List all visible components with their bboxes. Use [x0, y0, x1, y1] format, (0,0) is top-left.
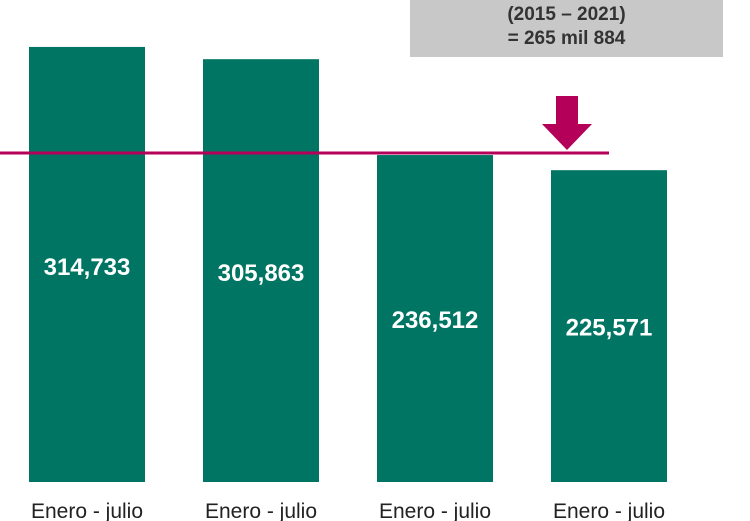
annotation-period: (2015 – 2021) — [507, 4, 626, 25]
average-annotation-box: (2015 – 2021) = 265 mil 884 — [410, 0, 723, 57]
category-label-2: Enero - julio — [205, 500, 317, 521]
bar-value-label-2: 305,863 — [218, 260, 305, 287]
bar-value-label-4: 225,571 — [566, 315, 653, 342]
reference-line-group — [0, 96, 609, 155]
down-arrow-icon — [542, 96, 592, 150]
annotation-value: = 265 mil 884 — [507, 28, 626, 49]
bar-value-label-1: 314,733 — [44, 254, 131, 281]
category-labels-group: Enero - julio Enero - julio Enero - julio E… — [31, 500, 665, 521]
bar-2 — [203, 59, 319, 482]
category-label-4: Enero - julio — [553, 500, 665, 521]
bar-4 — [551, 170, 667, 482]
bar-value-label-3: 236,512 — [392, 307, 479, 334]
bar-1 — [29, 46, 145, 482]
category-label-3: Enero - julio — [379, 500, 491, 521]
data-labels-group: 314,733 305,863 236,512 225,571 — [44, 254, 653, 341]
bars-group — [29, 46, 667, 482]
category-label-1: Enero - julio — [31, 500, 143, 521]
bar-3 — [377, 155, 493, 482]
